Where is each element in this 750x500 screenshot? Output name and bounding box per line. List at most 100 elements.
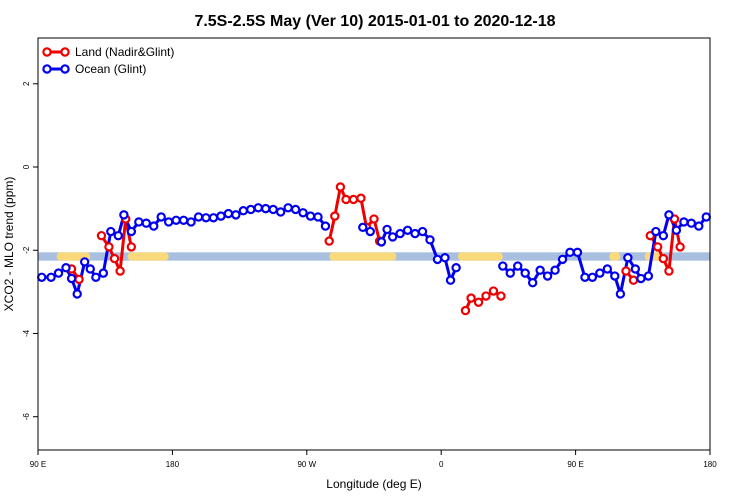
y-tick-label: -4 xyxy=(22,329,31,337)
data-point-land xyxy=(324,236,334,246)
data-point-ocean xyxy=(208,213,219,223)
data-point-land xyxy=(74,274,84,285)
data-point-ocean xyxy=(410,228,420,239)
data-point-ocean xyxy=(365,226,375,237)
data-point-land xyxy=(664,266,674,276)
data-point-land xyxy=(466,293,476,303)
data-point-land xyxy=(341,194,351,205)
data-point-ocean xyxy=(445,275,456,285)
data-point-ocean xyxy=(535,265,545,275)
data-point-ocean xyxy=(387,232,398,242)
data-point-ocean xyxy=(542,271,553,281)
plot-area xyxy=(37,182,711,316)
legend-item-land: Land (Nadir&Glint) xyxy=(42,45,174,59)
x-tick-label: 90 E xyxy=(30,460,46,469)
legend-marker-land xyxy=(42,47,52,57)
data-point-land xyxy=(126,242,137,252)
data-point-ocean xyxy=(253,203,263,213)
data-point-ocean xyxy=(382,224,392,235)
data-point-ocean xyxy=(85,264,95,274)
y-axis: 2 0 -2 -4 -6 xyxy=(22,81,38,420)
legend: Land (Nadir&Glint) Ocean (Glint) xyxy=(42,45,174,76)
legend-marker-ocean xyxy=(60,64,70,74)
data-point-ocean xyxy=(72,289,82,299)
data-point-land xyxy=(109,253,120,264)
data-point-ocean xyxy=(149,221,159,231)
data-point-land xyxy=(96,230,107,241)
data-point-land xyxy=(330,211,340,221)
plot-frame xyxy=(37,37,711,451)
data-point-ocean xyxy=(671,225,682,235)
data-point-ocean xyxy=(178,215,189,225)
data-point-ocean xyxy=(602,264,613,274)
data-point-land xyxy=(356,193,366,203)
data-point-ocean xyxy=(113,230,123,241)
data-point-ocean xyxy=(440,253,450,263)
x-axis: 90 E 180 90 W 0 90 E 180 xyxy=(30,450,717,469)
y-tick-label: 2 xyxy=(22,81,31,86)
data-point-ocean xyxy=(425,235,435,245)
data-point-ocean xyxy=(432,254,443,265)
x-axis-title: Longitude (deg E) xyxy=(326,477,421,491)
data-point-land xyxy=(104,242,114,252)
data-point-ocean xyxy=(587,272,598,282)
data-point-ocean xyxy=(358,222,368,233)
legend-label-land: Land (Nadir&Glint) xyxy=(75,45,174,59)
data-point-ocean xyxy=(395,228,405,239)
data-point-land xyxy=(335,182,346,192)
data-point-land xyxy=(369,214,379,224)
x-tick-label: 0 xyxy=(439,460,444,469)
legend-label-ocean: Ocean (Glint) xyxy=(75,62,146,76)
data-point-ocean xyxy=(186,217,196,227)
x-tick-label: 90 W xyxy=(297,460,316,469)
data-point-ocean xyxy=(141,218,151,228)
data-point-ocean xyxy=(610,271,620,281)
data-point-ocean xyxy=(134,217,144,227)
data-point-ocean xyxy=(268,204,278,215)
data-point-ocean xyxy=(498,261,508,271)
data-point-ocean xyxy=(275,207,286,217)
data-point-ocean xyxy=(223,208,234,219)
data-point-land xyxy=(115,266,125,276)
y-tick-label: -6 xyxy=(22,413,31,421)
data-point-land xyxy=(496,291,506,301)
y-axis-title: XCO2 - MLO trend (ppm) xyxy=(2,177,16,312)
data-point-ocean xyxy=(643,271,654,281)
data-point-land xyxy=(653,242,663,252)
data-point-ocean xyxy=(451,263,461,273)
data-point-ocean xyxy=(565,247,575,258)
data-point-ocean xyxy=(171,215,181,225)
land-band xyxy=(458,252,503,261)
data-point-ocean xyxy=(550,265,560,275)
data-point-ocean xyxy=(701,212,711,222)
data-point-ocean xyxy=(527,278,538,288)
data-point-ocean xyxy=(193,212,204,222)
data-point-ocean xyxy=(305,211,316,221)
data-point-ocean xyxy=(686,218,697,228)
x-tick-label: 180 xyxy=(703,460,717,469)
data-point-ocean xyxy=(201,213,211,223)
data-point-land xyxy=(675,242,685,252)
data-point-ocean xyxy=(513,261,523,271)
chart-title: 7.5S-2.5S May (Ver 10) 2015-01-01 to 202… xyxy=(194,13,555,30)
land-band xyxy=(329,252,397,261)
x-tick-label: 90 E xyxy=(567,460,583,469)
data-point-ocean xyxy=(156,212,166,222)
data-point-ocean xyxy=(119,210,129,220)
data-point-land xyxy=(628,275,639,285)
legend-marker-land xyxy=(60,47,70,57)
data-point-ocean xyxy=(163,217,174,227)
data-point-ocean xyxy=(376,237,387,247)
data-point-ocean xyxy=(615,289,626,299)
data-point-ocean xyxy=(320,221,331,231)
data-point-land xyxy=(658,253,669,264)
data-point-ocean xyxy=(636,273,646,284)
data-point-ocean xyxy=(126,226,137,237)
legend-marker-ocean xyxy=(42,64,52,74)
data-point-ocean xyxy=(216,211,226,221)
data-point-ocean xyxy=(37,272,47,282)
data-point-land xyxy=(460,305,471,316)
data-point-ocean xyxy=(298,208,308,218)
data-point-ocean xyxy=(231,210,241,220)
